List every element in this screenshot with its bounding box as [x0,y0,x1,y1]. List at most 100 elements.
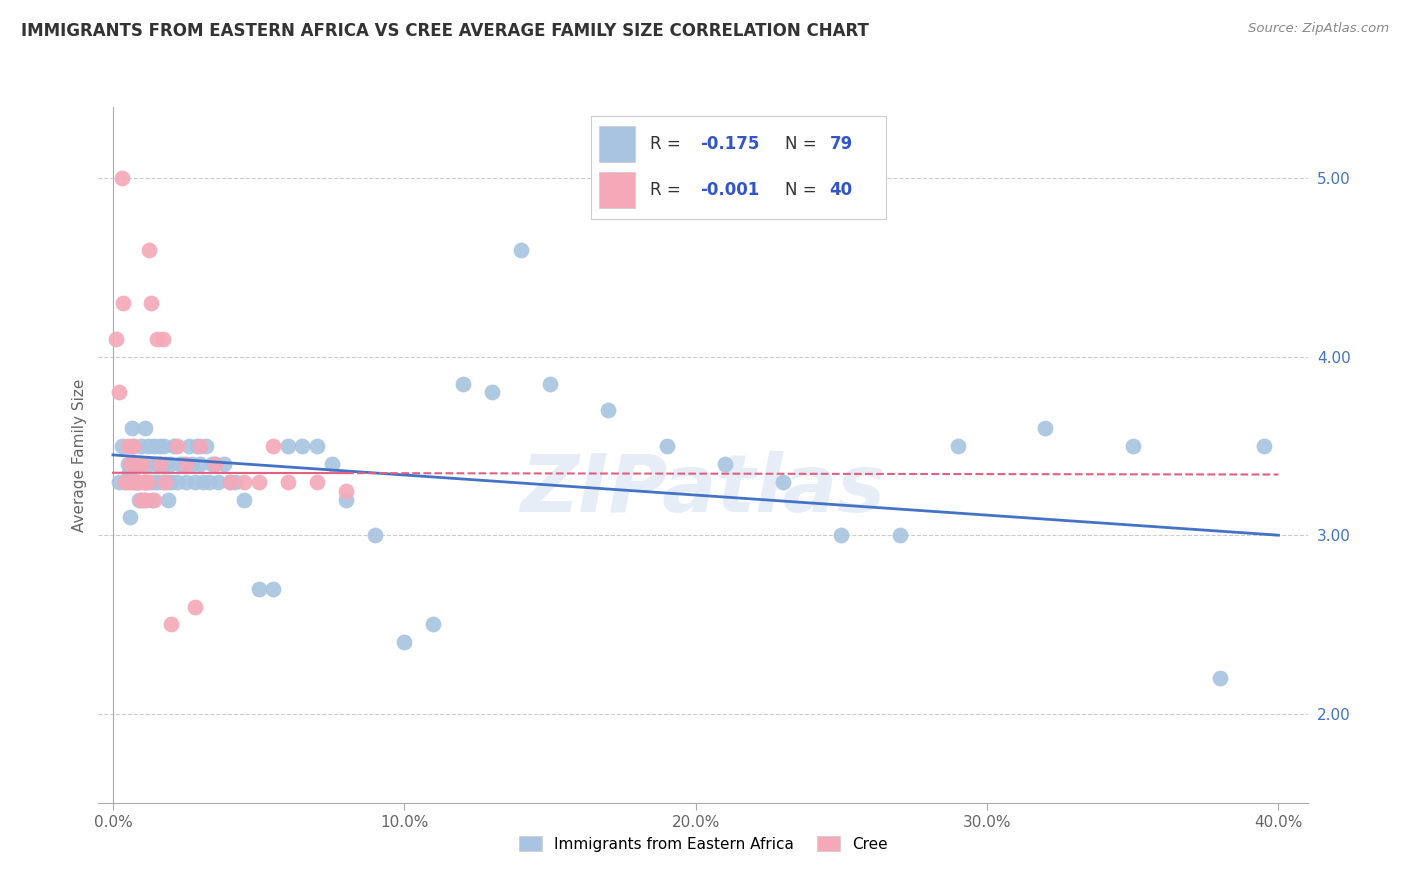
Point [481,385,503,400]
Point [159,457,181,471]
Point [132,475,155,489]
Point [538,376,561,391]
Point [364,528,387,542]
Point [108,385,131,400]
Text: -0.175: -0.175 [700,136,759,153]
Point [149,439,172,453]
Point [218,475,240,489]
Point [247,582,270,596]
Point [1033,421,1056,435]
Point [195,439,218,453]
Point [204,457,226,471]
Point [190,439,212,453]
Point [262,582,284,596]
Point [212,457,235,471]
Point [111,439,134,453]
FancyBboxPatch shape [599,172,636,208]
Point [114,475,136,489]
Point [152,475,174,489]
Point [128,475,150,489]
Y-axis label: Average Family Size: Average Family Size [72,378,87,532]
Point [204,457,226,471]
Text: 40: 40 [830,181,853,199]
Point [772,475,794,489]
Point [233,475,256,489]
Point [321,457,343,471]
Point [166,439,188,453]
Point [174,457,197,471]
Point [138,243,160,257]
Point [120,510,142,524]
Point [114,475,136,489]
Text: N =: N = [786,181,823,199]
Point [172,457,194,471]
Text: R =: R = [650,136,686,153]
Point [145,457,167,471]
Point [155,475,177,489]
Point [138,457,160,471]
Point [262,439,284,453]
Point [155,457,177,471]
Point [143,475,166,489]
Point [277,439,299,453]
Point [135,492,157,507]
Point [335,492,357,507]
Legend: Immigrants from Eastern Africa, Cree: Immigrants from Eastern Africa, Cree [513,830,893,858]
Text: 79: 79 [830,136,853,153]
Point [335,483,357,498]
Point [160,475,183,489]
Point [889,528,911,542]
Point [122,439,145,453]
Point [201,457,224,471]
Point [277,475,299,489]
Text: IMMIGRANTS FROM EASTERN AFRICA VS CREE AVERAGE FAMILY SIZE CORRELATION CHART: IMMIGRANTS FROM EASTERN AFRICA VS CREE A… [21,22,869,40]
Point [190,457,212,471]
Text: R =: R = [650,181,686,199]
Text: ZIPatlas: ZIPatlas [520,450,886,529]
Point [166,475,188,489]
Text: N =: N = [786,136,823,153]
Point [125,457,148,471]
Point [180,457,202,471]
Point [131,457,153,471]
Point [233,492,256,507]
Point [134,475,156,489]
Point [150,457,173,471]
Point [131,457,153,471]
Point [135,475,157,489]
Point [1253,439,1275,453]
Point [451,376,474,391]
Point [145,332,167,346]
Point [422,617,444,632]
Point [174,475,197,489]
Point [714,457,737,471]
Point [142,439,165,453]
Point [157,492,180,507]
Point [146,475,169,489]
Point [1209,671,1232,685]
Point [149,457,172,471]
Point [153,439,176,453]
Point [118,466,141,480]
Point [291,439,314,453]
Point [117,457,139,471]
Point [139,296,162,310]
Point [156,475,179,489]
Point [129,439,152,453]
Point [160,617,183,632]
Point [183,475,205,489]
Point [509,243,531,257]
Point [117,439,139,453]
Point [141,492,163,507]
Point [129,492,152,507]
Point [193,475,215,489]
Point [122,439,145,453]
Point [183,599,205,614]
Point [125,475,148,489]
Point [124,457,146,471]
Point [207,475,229,489]
Point [142,492,165,507]
Point [218,475,240,489]
Point [127,475,149,489]
Point [186,439,208,453]
